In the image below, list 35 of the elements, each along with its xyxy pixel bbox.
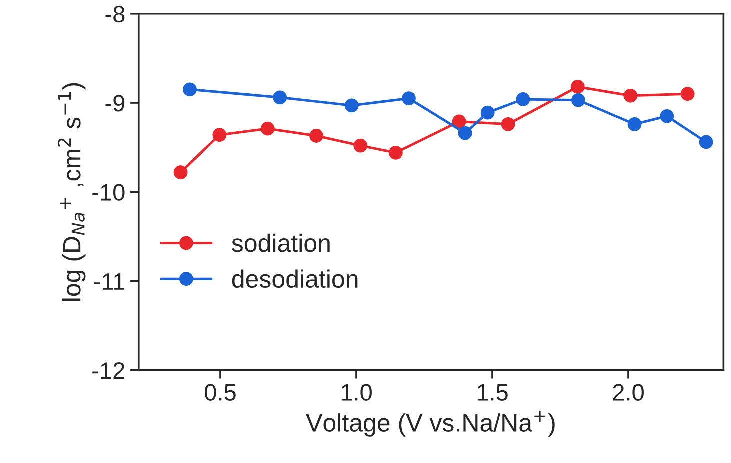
point — [570, 80, 585, 94]
x-tick-label: 0.5 — [205, 384, 236, 401]
point — [458, 126, 472, 140]
point — [212, 128, 227, 142]
y-tick-label: -10 — [92, 184, 125, 201]
y-tick-label: -12 — [92, 362, 125, 379]
point — [480, 106, 495, 120]
y-axis-title: log (D$_{Na}$$^{+}$ ,cm$^{2}$ s$^{−1}$) — [58, 83, 86, 301]
x-axis-title: Voltage (V vs.Na/Na$^{+}$) — [306, 411, 555, 437]
y-tick-label: -11 — [94, 274, 125, 290]
y-tick-label: -8 — [106, 6, 125, 23]
point — [174, 166, 188, 180]
x-tick-label: 1.5 — [478, 384, 508, 401]
point — [310, 129, 324, 143]
legend-label: sodiation — [232, 234, 330, 252]
legend-label: desodiation — [232, 270, 358, 288]
point — [260, 122, 275, 136]
point — [516, 92, 530, 106]
y-tick-label: -9 — [106, 95, 125, 112]
point — [452, 114, 466, 129]
point — [183, 82, 197, 97]
point — [388, 146, 403, 160]
point — [354, 138, 368, 153]
point — [571, 93, 586, 108]
point — [344, 98, 359, 113]
point — [628, 117, 642, 132]
point — [501, 117, 516, 132]
x-tick-label: 2.0 — [613, 384, 644, 401]
point — [402, 92, 416, 106]
x-tick-label: 1.0 — [342, 384, 372, 401]
point — [680, 87, 695, 102]
point — [660, 109, 674, 124]
point — [273, 90, 288, 105]
point — [624, 88, 638, 103]
point — [699, 135, 714, 150]
